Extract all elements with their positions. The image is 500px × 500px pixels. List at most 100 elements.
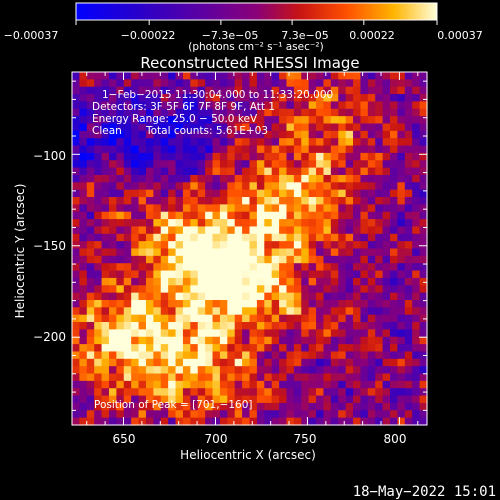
heatmap-cell: [175, 241, 184, 250]
heatmap-cell: [116, 270, 125, 279]
heatmap-cell: [182, 211, 191, 220]
heatmap-cell: [330, 72, 339, 80]
heatmap-cell: [419, 410, 428, 419]
heatmap-cell: [345, 123, 354, 132]
heatmap-cell: [234, 410, 243, 419]
heatmap-cell: [338, 410, 347, 419]
heatmap-cell: [94, 402, 103, 411]
heatmap-cell: [227, 233, 236, 242]
heatmap-cell: [397, 263, 406, 272]
heatmap-cell: [419, 145, 428, 154]
heatmap-cell: [264, 395, 273, 404]
heatmap-cell: [101, 255, 110, 264]
heatmap-cell: [212, 373, 221, 382]
heatmap-cell: [131, 314, 140, 323]
heatmap-cell: [227, 160, 236, 169]
heatmap-cell: [390, 248, 399, 257]
heatmap-cell: [397, 248, 406, 257]
heatmap-cell: [256, 174, 265, 183]
heatmap-cell: [301, 344, 310, 353]
heatmap-cell: [293, 167, 302, 176]
heatmap-cell: [242, 395, 251, 404]
heatmap-cell: [234, 358, 243, 367]
heatmap-cell: [256, 123, 265, 132]
heatmap-cell: [301, 226, 310, 235]
heatmap-cell: [256, 189, 265, 198]
heatmap-cell: [234, 94, 243, 103]
heatmap-cell: [145, 108, 154, 117]
heatmap-cell: [182, 277, 191, 286]
heatmap-cell: [256, 417, 265, 426]
heatmap-cell: [390, 322, 399, 330]
heatmap-cell: [404, 219, 413, 228]
heatmap-cell: [390, 351, 399, 360]
heatmap-cell: [293, 248, 302, 257]
heatmap-cell: [316, 219, 325, 228]
heatmap-cell: [404, 79, 413, 88]
heatmap-cell: [404, 182, 413, 191]
chart-title: Reconstructed RHESSI Image: [140, 54, 359, 72]
heatmap-cell: [205, 108, 214, 117]
heatmap-cell: [190, 94, 199, 103]
heatmap-cell: [279, 395, 288, 404]
heatmap-cell: [227, 130, 236, 139]
heatmap-cell: [242, 123, 251, 132]
heatmap-cell: [197, 299, 206, 308]
heatmap-cell: [101, 145, 110, 154]
annotation-time-range: 1−Feb−2015 11:30:04.000 to 11:33:20.000: [102, 89, 333, 101]
heatmap-cell: [308, 351, 317, 360]
heatmap-cell: [323, 189, 332, 198]
heatmap-cell: [153, 395, 162, 404]
heatmap-cell: [412, 86, 421, 95]
heatmap-cell: [419, 285, 428, 294]
heatmap-cell: [293, 395, 302, 404]
heatmap-cell: [131, 351, 140, 360]
heatmap-cell: [175, 358, 184, 367]
heatmap-cell: [94, 94, 103, 103]
heatmap-cell: [419, 263, 428, 272]
heatmap-cell: [101, 241, 110, 250]
heatmap-cell: [271, 123, 280, 132]
heatmap-cell: [86, 336, 95, 345]
heatmap-cell: [175, 94, 184, 103]
heatmap-cell: [86, 101, 95, 110]
heatmap-cell: [323, 366, 332, 375]
heatmap-cell: [279, 211, 288, 220]
heatmap-cell: [212, 255, 221, 264]
heatmap-cell: [219, 160, 228, 169]
heatmap-cell: [367, 167, 376, 176]
heatmap-cell: [249, 292, 258, 301]
heatmap-cell: [227, 94, 236, 103]
heatmap-cell: [160, 410, 169, 419]
heatmap-cell: [72, 233, 80, 242]
heatmap-cell: [131, 72, 140, 80]
heatmap-cell: [308, 373, 317, 382]
heatmap-cell: [397, 277, 406, 286]
heatmap-cell: [219, 307, 228, 316]
heatmap-cell: [308, 101, 317, 110]
heatmap-cell: [390, 204, 399, 213]
heatmap-cell: [412, 189, 421, 198]
heatmap-cell: [72, 211, 80, 220]
heatmap-cell: [301, 395, 310, 404]
heatmap-cell: [205, 152, 214, 161]
heatmap-cell: [264, 351, 273, 360]
heatmap-cell: [72, 101, 80, 110]
heatmap-cell: [390, 233, 399, 242]
heatmap-cell: [271, 344, 280, 353]
heatmap-cell: [242, 197, 251, 205]
heatmap-cell: [353, 380, 362, 389]
heatmap-cell: [190, 314, 199, 323]
heatmap-cell: [168, 204, 177, 213]
heatmap-cell: [397, 395, 406, 404]
heatmap-cell: [145, 299, 154, 308]
heatmap-cell: [375, 226, 384, 235]
heatmap-cell: [79, 344, 88, 353]
heatmap-cell: [286, 388, 295, 397]
heatmap-cell: [72, 108, 80, 117]
heatmap-cell: [419, 204, 428, 213]
heatmap-cell: [234, 417, 243, 426]
heatmap-cell: [264, 101, 273, 110]
heatmap-cell: [153, 116, 162, 125]
heatmap-cell: [72, 226, 80, 235]
